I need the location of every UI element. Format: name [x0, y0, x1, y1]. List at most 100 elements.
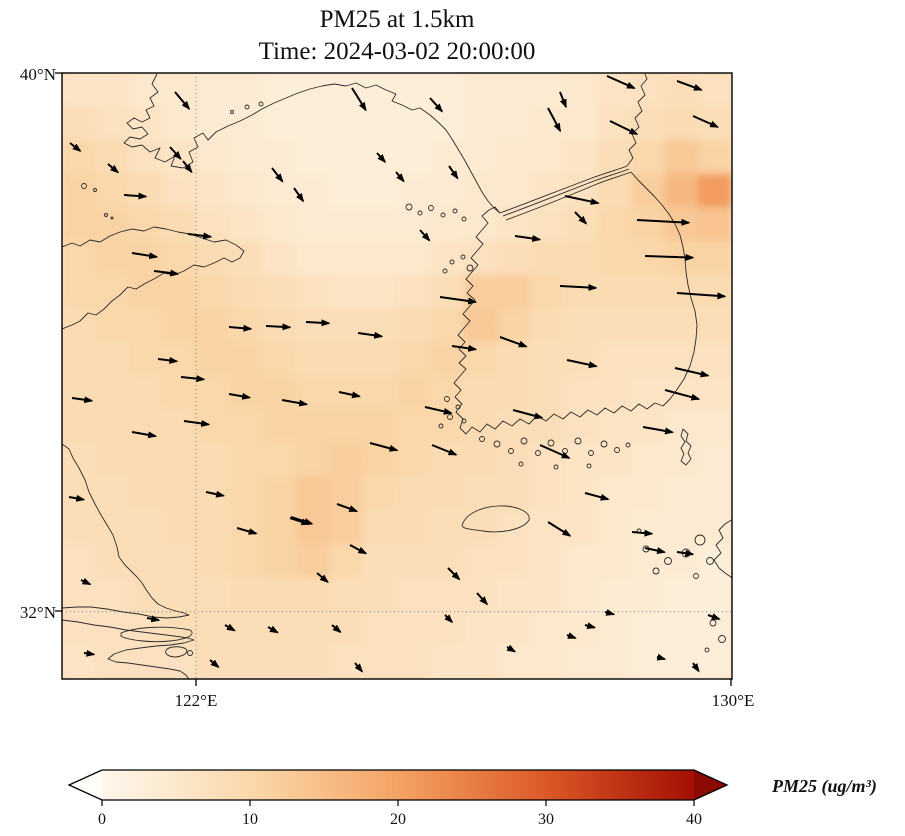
pm25-cell: [296, 139, 331, 175]
pm25-cell: [597, 341, 632, 377]
wind-arrow: [305, 319, 331, 327]
island: [508, 448, 514, 454]
island: [614, 447, 620, 453]
pm25-cell: [296, 476, 331, 512]
pm25-cell: [229, 308, 264, 343]
pm25-cell: [664, 409, 699, 444]
pm25-cell: [664, 476, 699, 512]
pm25-cell: [664, 611, 699, 646]
pm25-cell: [497, 543, 532, 579]
pm25-cell: [195, 510, 230, 545]
wind-arrow: [707, 613, 721, 621]
pm25-cell: [430, 476, 465, 512]
wind-arrow: [293, 187, 305, 203]
pm25-cell: [363, 207, 398, 242]
pm25-cell: [463, 543, 498, 579]
island: [258, 101, 264, 107]
pm25-cell: [430, 308, 465, 343]
pm25-cell: [698, 341, 732, 377]
pm25-cell: [195, 274, 230, 310]
wind-arrow: [419, 229, 431, 242]
pm25-cell: [329, 139, 364, 175]
pm25-cell: [363, 341, 398, 377]
pm25-cell: [95, 476, 130, 512]
pm25-cell: [229, 510, 264, 545]
pm25-cell: [664, 308, 699, 343]
island: [405, 203, 413, 211]
wind-arrow: [506, 644, 517, 653]
wind-arrow: [559, 283, 598, 291]
pm25-cell: [530, 139, 565, 175]
wind-arrow: [69, 142, 82, 152]
pm25-cell: [262, 577, 297, 613]
pm25-cell: [430, 644, 465, 679]
pm25-cell: [262, 543, 297, 579]
wind-arrow: [676, 80, 703, 91]
pm25-cell: [564, 139, 599, 175]
pm25-cell: [430, 106, 465, 141]
wind-arrow: [357, 331, 384, 339]
island: [452, 208, 458, 214]
island: [709, 619, 717, 627]
pm25-cell: [162, 510, 197, 545]
pm25-cell: [296, 409, 331, 444]
pm25-cell: [329, 73, 364, 108]
lat-label-32N: 32°N: [20, 603, 56, 622]
pm25-cell: [62, 207, 96, 242]
pm25-cell: [95, 207, 130, 242]
island: [493, 440, 501, 448]
wind-arrow: [564, 195, 600, 205]
pm25-cell: [262, 476, 297, 512]
pm25-cell: [95, 341, 130, 377]
lon-label-130E: 130°E: [712, 691, 755, 710]
wind-arrow: [83, 649, 96, 657]
wind-arrow: [642, 426, 675, 435]
island: [440, 212, 446, 218]
pm25-cell: [497, 139, 532, 175]
pm25-cell: [195, 577, 230, 613]
wind-arrow: [566, 632, 577, 640]
island: [535, 450, 541, 456]
island: [520, 437, 528, 445]
pm25-cell: [463, 644, 498, 679]
pm25-cell: [195, 139, 230, 175]
pm25-cell: [128, 510, 163, 545]
pm25-cell: [62, 543, 96, 579]
wind-arrow: [107, 163, 120, 174]
pm25-cell: [128, 577, 163, 613]
pm25-cell: [396, 577, 431, 613]
wind-arrow: [205, 490, 226, 498]
pm25-cell: [698, 409, 732, 444]
pm25-cell: [430, 207, 465, 242]
coastline-layer: [62, 73, 732, 679]
wind-arrow: [316, 572, 329, 583]
pm25-cell: [463, 611, 498, 646]
pm25-cell: [530, 207, 565, 242]
pm25-cell: [262, 274, 297, 310]
pm25-cell: [698, 139, 732, 175]
wind-arrow: [174, 91, 191, 111]
wind-arrow: [439, 296, 478, 305]
pm25-cell: [664, 73, 699, 108]
pm25-cell: [62, 341, 96, 377]
pm25-cell: [162, 341, 197, 377]
colorbar-tick-20: 20: [390, 811, 406, 828]
pm25-cell: [95, 73, 130, 108]
pm25-cell: [396, 510, 431, 545]
pm25-cell: [530, 106, 565, 141]
pm25-cell: [497, 510, 532, 545]
island: [706, 557, 714, 565]
pm25-cell: [463, 409, 498, 444]
pm25-cell: [162, 274, 197, 310]
pm25-cell: [363, 476, 398, 512]
pm25-cell: [296, 73, 331, 108]
pm25-cell: [430, 274, 465, 310]
liaodong-liaoning-coast: [123, 73, 501, 214]
pm25-cell: [329, 207, 364, 242]
pm25-cell: [62, 274, 96, 310]
wind-arrow: [574, 211, 588, 225]
jeju-island: [461, 505, 530, 533]
pm25-cell: [564, 476, 599, 512]
wind-arrow: [539, 444, 571, 459]
